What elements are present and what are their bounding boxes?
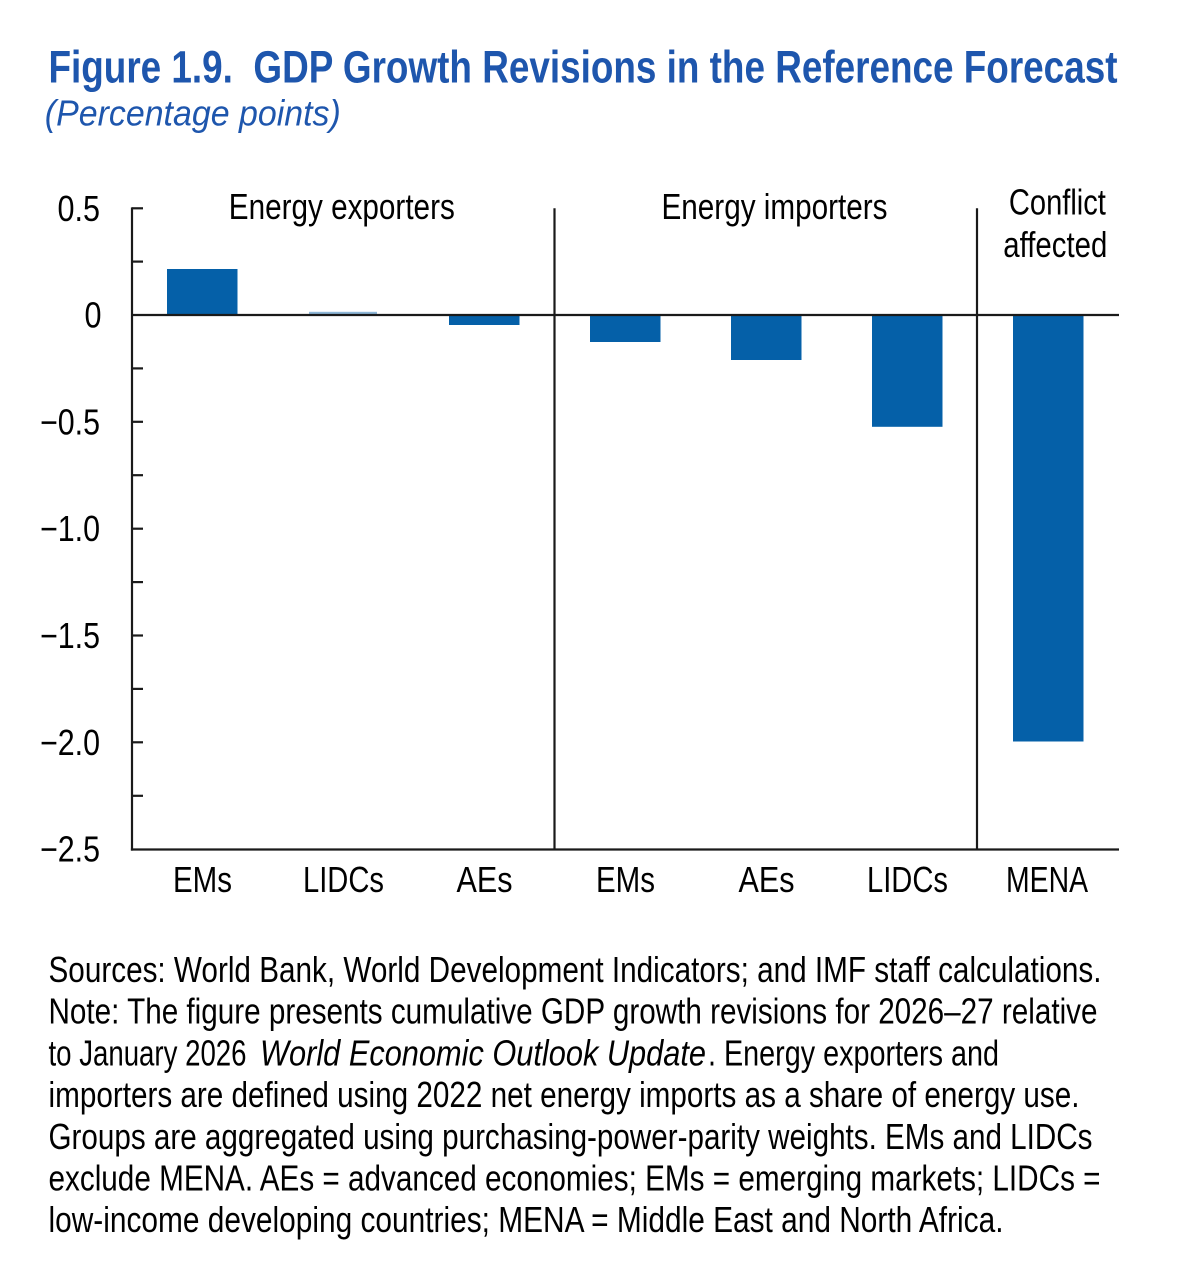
svg-text:Energy exporters: Energy exporters [229, 186, 455, 227]
svg-text:−0.5: −0.5 [40, 401, 100, 442]
svg-text:−1.0: −1.0 [40, 508, 100, 549]
svg-text:LIDCs: LIDCs [303, 859, 384, 900]
svg-text:LIDCs: LIDCs [867, 859, 948, 900]
svg-text:Energy importers: Energy importers [662, 186, 888, 227]
svg-text:(Percentage points): (Percentage points) [45, 93, 341, 134]
svg-text:exclude MENA. AEs = advanced e: exclude MENA. AEs = advanced economies; … [49, 1158, 1101, 1199]
svg-text:MENA: MENA [1006, 859, 1088, 900]
svg-text:affected: affected [1003, 224, 1107, 265]
svg-text:Sources: World Bank, World Dev: Sources: World Bank, World Development I… [49, 949, 1102, 990]
svg-text:Note: The figure presents cumu: Note: The figure presents cumulative GDP… [49, 991, 1098, 1032]
svg-text:AEs: AEs [739, 859, 795, 900]
svg-text:EMs: EMs [173, 859, 232, 900]
svg-text:Conflict: Conflict [1009, 182, 1106, 223]
svg-text:EMs: EMs [596, 859, 655, 900]
svg-text:−2.5: −2.5 [40, 829, 100, 870]
svg-text:importers are defined using 20: importers are defined using 2022 net ene… [49, 1074, 1080, 1115]
svg-text:low-income developing countrie: low-income developing countries; MENA = … [49, 1199, 1004, 1240]
svg-text:0: 0 [85, 295, 102, 336]
svg-text:Groups are aggregated using pu: Groups are aggregated using purchasing-p… [49, 1116, 1093, 1157]
svg-text:AEs: AEs [457, 859, 513, 900]
svg-text:to January 2026: to January 2026 [49, 1032, 247, 1073]
svg-text:. Energy exporters and: . Energy exporters and [708, 1032, 999, 1073]
svg-text:Figure 1.9. GDP Growth Revisi: Figure 1.9. GDP Growth Revisions in the … [49, 42, 1118, 93]
svg-text:World Economic Outlook Update: World Economic Outlook Update [260, 1032, 706, 1073]
svg-text:−2.0: −2.0 [40, 722, 100, 763]
svg-text:0.5: 0.5 [58, 188, 101, 229]
svg-text:−1.5: −1.5 [40, 615, 100, 656]
